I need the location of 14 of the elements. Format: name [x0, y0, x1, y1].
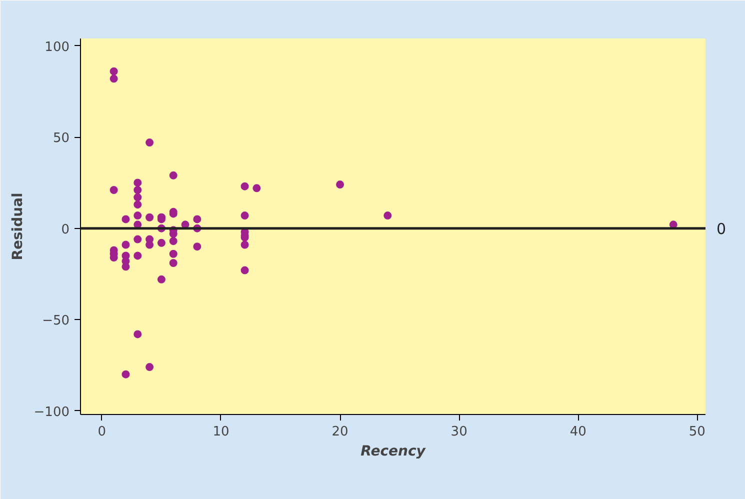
y-tick-label: −50	[42, 314, 70, 329]
x-tick-label: 50	[688, 424, 706, 440]
y-tick-label: −100	[34, 404, 70, 420]
x-tick-label: 20	[332, 424, 348, 440]
x-tick-label: 40	[570, 424, 586, 440]
y-axis-title: Residual	[10, 192, 26, 260]
x-tick-label: 30	[450, 424, 468, 440]
x-axis-title: Recency	[360, 444, 426, 460]
x-tick-label: 0	[98, 424, 106, 440]
ref-line-label: 0	[716, 220, 726, 238]
y-tick-label: 0	[61, 222, 70, 238]
y-tick-label: 100	[44, 40, 70, 55]
x-tick-label: 10	[212, 424, 230, 440]
y-tick-label: 50	[52, 131, 70, 146]
